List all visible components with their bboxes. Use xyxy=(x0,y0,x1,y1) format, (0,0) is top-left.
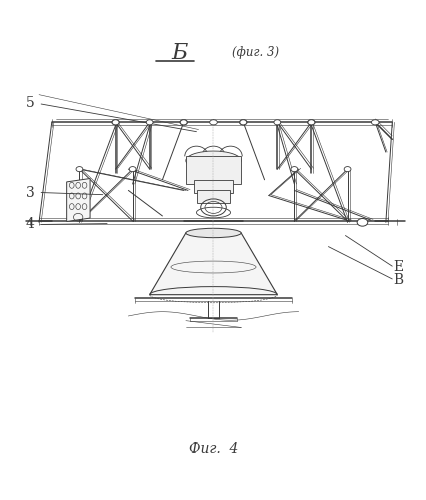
Ellipse shape xyxy=(307,120,314,125)
Ellipse shape xyxy=(180,120,187,125)
Text: E: E xyxy=(393,260,403,274)
Ellipse shape xyxy=(146,120,153,125)
Ellipse shape xyxy=(239,120,247,125)
Ellipse shape xyxy=(76,166,83,172)
Ellipse shape xyxy=(239,120,246,125)
Ellipse shape xyxy=(129,166,136,172)
Text: 3: 3 xyxy=(26,186,35,200)
Ellipse shape xyxy=(112,120,119,125)
Ellipse shape xyxy=(371,120,378,125)
Ellipse shape xyxy=(179,120,187,125)
Ellipse shape xyxy=(343,166,350,172)
Ellipse shape xyxy=(112,120,119,125)
Text: 4: 4 xyxy=(26,218,35,232)
Text: Фиг.  4: Фиг. 4 xyxy=(188,442,238,456)
Ellipse shape xyxy=(307,120,314,125)
Ellipse shape xyxy=(290,166,297,172)
Bar xyxy=(197,190,229,203)
Text: 5: 5 xyxy=(26,96,35,110)
Ellipse shape xyxy=(273,120,280,125)
Ellipse shape xyxy=(185,151,241,170)
Text: В: В xyxy=(393,273,403,287)
Text: Б: Б xyxy=(171,42,187,64)
Text: (фиг. 3): (фиг. 3) xyxy=(232,46,279,60)
Ellipse shape xyxy=(185,228,241,237)
Ellipse shape xyxy=(356,218,367,226)
Ellipse shape xyxy=(209,120,217,125)
Bar xyxy=(185,156,241,184)
Polygon shape xyxy=(149,233,277,294)
Polygon shape xyxy=(66,178,90,222)
Bar xyxy=(194,180,232,192)
